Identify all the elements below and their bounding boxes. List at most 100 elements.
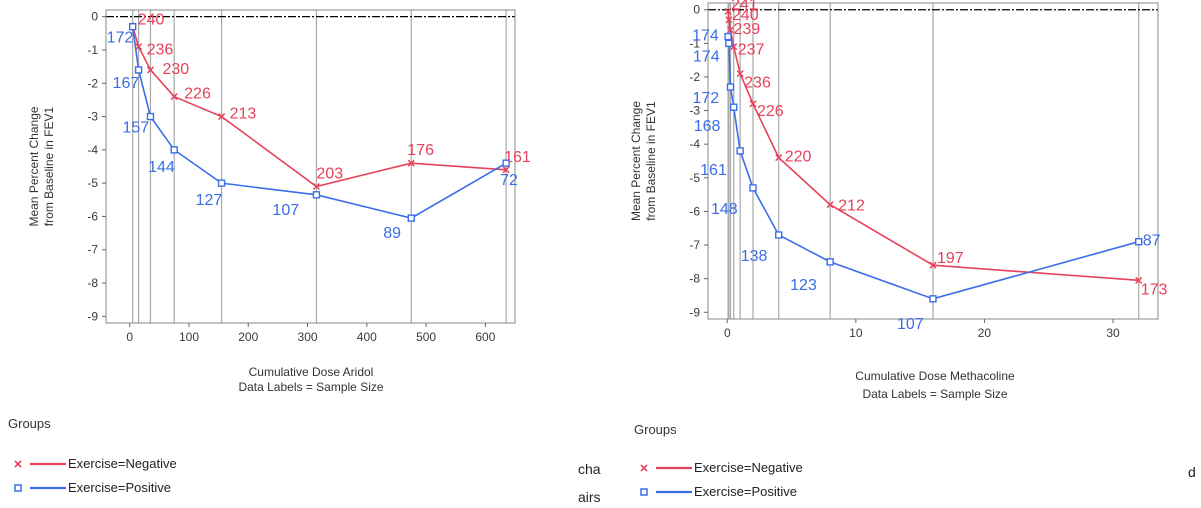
background-text-fragment: airs [578, 489, 601, 505]
data-point-positive [134, 66, 143, 74]
data-point-positive [749, 184, 757, 192]
data-label-negative: 236 [147, 42, 174, 59]
plot-frame [707, 2, 1159, 320]
data-label-positive: 167 [113, 75, 140, 92]
legend-title: Groups [634, 422, 677, 437]
y-tick-label: -9 [689, 305, 700, 319]
data-label-positive: 174 [693, 48, 720, 65]
y-tick-label: -3 [689, 104, 700, 118]
legend-entry: Exercise=Negative [694, 460, 803, 475]
data-point-negative [218, 113, 226, 121]
data-point-positive [730, 103, 738, 111]
x-tick-label: 300 [298, 330, 318, 344]
data-label-negative: 226 [757, 103, 784, 120]
y-tick-label: -6 [87, 209, 98, 223]
background-text-fragment: d [1188, 464, 1196, 480]
legend-marker-negative [14, 460, 22, 468]
x-tick-label: 20 [978, 326, 992, 340]
y-tick-label: -3 [87, 110, 98, 124]
y-tick-label: 0 [693, 3, 700, 17]
x-tick-label: 100 [179, 330, 199, 344]
y-tick-label: -7 [689, 238, 700, 252]
data-point-negative [312, 182, 320, 191]
y-tick-label: -1 [689, 36, 700, 50]
data-label-positive: 89 [383, 225, 401, 242]
data-point-negative [724, 7, 732, 15]
legend-marker-negative [640, 464, 648, 472]
y-tick-label: -4 [87, 143, 98, 157]
legend-entry: Exercise=Positive [694, 484, 797, 499]
data-label-positive: 107 [897, 316, 924, 333]
x-tick-label: 30 [1106, 326, 1120, 340]
data-point-negative [726, 26, 735, 34]
chart-subtitle: Data Labels = Sample Size [862, 387, 1007, 401]
y-tick-label: -2 [87, 76, 98, 90]
y-tick-label: -1 [87, 43, 98, 57]
data-label-negative: 161 [504, 149, 531, 166]
data-point-positive [929, 295, 937, 303]
chart-aridol: 0 -1 -2 -3 -4 -5 -6 -7 -8 -9 0 100 200 300 400 500 600 Me… [8, 9, 531, 495]
data-label-negative: 230 [162, 61, 189, 78]
data-label-negative: 213 [230, 106, 257, 123]
data-label-positive: 138 [741, 248, 768, 265]
x-axis-title: Cumulative Dose Aridol [249, 365, 374, 379]
series-line-negative [727, 11, 1139, 282]
data-point-positive [724, 32, 732, 41]
data-label-negative: 176 [407, 142, 434, 159]
chart-methacoline: 0 -1 -2 -3 -4 -5 -6 -7 -8 -9 0 10 20 30 Mean Percent C… [629, 0, 1168, 499]
y-tick-label: -8 [87, 276, 98, 290]
series-line-negative [131, 26, 507, 188]
data-label-positive: 157 [122, 120, 149, 137]
x-tick-label: 0 [126, 330, 133, 344]
data-label-negative: 239 [734, 21, 761, 38]
y-tick-label: -4 [689, 137, 700, 151]
x-tick-label: 200 [238, 330, 258, 344]
y-tick-label: -2 [689, 70, 700, 84]
data-label-negative: 236 [744, 75, 771, 92]
data-point-negative [736, 70, 744, 78]
data-point-positive [826, 258, 834, 266]
y-axis-title-line: from Baseline in FEV1 [644, 101, 658, 221]
data-label-negative: 240 [138, 12, 165, 29]
data-point-negative [146, 66, 154, 74]
data-point-positive [775, 231, 783, 239]
data-point-negative [135, 43, 143, 51]
data-point-positive [725, 39, 733, 48]
y-axis-title-line: Mean Percent Change [629, 101, 643, 221]
data-label-negative: 197 [937, 250, 964, 267]
y-tick-label: -5 [87, 176, 98, 190]
data-point-negative [775, 154, 783, 162]
x-tick-label: 500 [416, 330, 436, 344]
data-label-positive: 174 [692, 28, 719, 45]
data-label-positive: 87 [1143, 233, 1161, 250]
data-point-negative [749, 100, 757, 108]
data-label-positive: 161 [700, 162, 727, 179]
data-point-positive [312, 191, 321, 199]
y-axis-title-line: Mean Percent Change [27, 106, 41, 226]
legend-title: Groups [8, 416, 51, 431]
y-tick-label: -6 [689, 204, 700, 218]
data-point-positive [146, 112, 155, 121]
data-label-negative: 226 [184, 86, 211, 103]
data-point-negative [725, 16, 733, 24]
x-tick-label: 400 [357, 330, 377, 344]
legend-marker-positive [14, 484, 22, 492]
data-label-positive: 172 [107, 30, 134, 47]
legend-entry: Exercise=Negative [68, 456, 177, 471]
data-label-positive: 144 [148, 159, 175, 176]
legend-entry: Exercise=Positive [68, 480, 171, 495]
chart-subtitle: Data Labels = Sample Size [238, 380, 383, 394]
data-label-positive: 72 [500, 172, 518, 189]
data-label-positive: 127 [196, 192, 223, 209]
x-axis-title: Cumulative Dose Methacoline [855, 369, 1015, 383]
series-line-positive [131, 26, 507, 219]
data-point-negative [407, 159, 415, 167]
data-label-negative: 237 [738, 42, 765, 59]
data-point-positive [1135, 237, 1143, 246]
series-line-positive [727, 36, 1139, 300]
data-point-negative [170, 93, 178, 101]
data-point-positive [217, 179, 226, 187]
y-tick-label: -5 [689, 171, 700, 185]
y-tick-label: -8 [689, 272, 700, 286]
x-tick-label: 10 [849, 326, 863, 340]
